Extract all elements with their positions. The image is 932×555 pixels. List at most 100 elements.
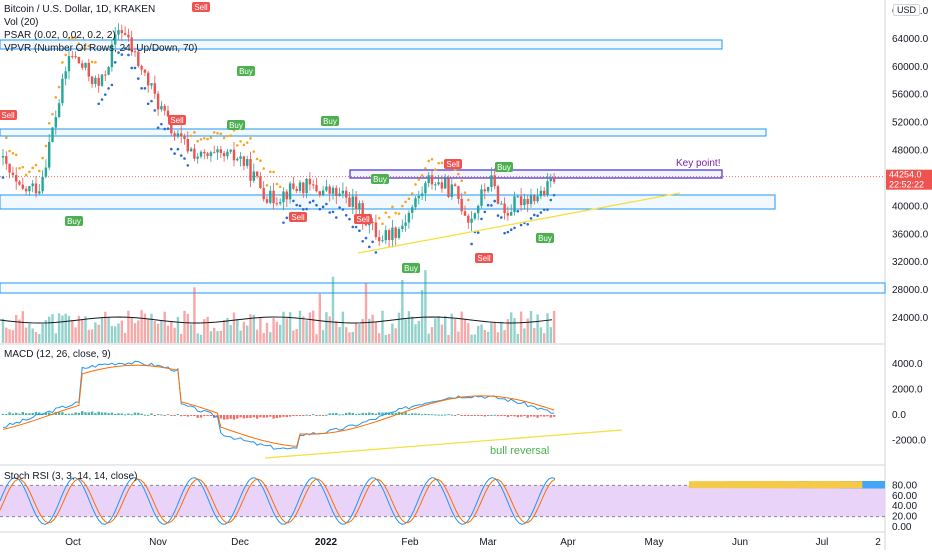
psar-dot <box>391 205 394 209</box>
volume-bar <box>87 329 90 343</box>
candle-body <box>252 171 255 181</box>
psar-dot <box>51 112 54 116</box>
volume-bar <box>302 316 305 343</box>
volume-bar <box>123 333 127 343</box>
volume-bar <box>54 333 57 343</box>
candle-body <box>77 57 81 64</box>
psar-dot <box>463 191 467 194</box>
psar-dot <box>193 131 196 134</box>
psar-dot <box>47 121 51 125</box>
volume-bar <box>414 324 417 343</box>
candle-body <box>15 175 18 182</box>
candle-body <box>391 227 394 240</box>
candle-body <box>282 191 285 203</box>
candle-body <box>394 227 397 238</box>
macd-histogram-bar <box>374 413 378 415</box>
psar-dot <box>394 211 398 215</box>
psar-dot <box>156 126 160 130</box>
candle-body <box>480 189 483 206</box>
volume-bar <box>97 324 100 343</box>
candle-body <box>295 188 298 191</box>
psar-dot <box>338 206 341 209</box>
candle-body <box>213 152 216 154</box>
price-tick-label: 40000.0 <box>892 201 929 212</box>
macd-histogram-bar <box>417 413 420 415</box>
volume-bar <box>463 319 467 343</box>
candle-body <box>279 202 282 204</box>
volume-bar <box>252 314 255 343</box>
volume-bar <box>295 328 298 343</box>
macd-histogram-bar <box>170 415 173 416</box>
macd-histogram-bar <box>351 412 354 415</box>
macd-histogram-bar <box>486 415 490 416</box>
candle-body <box>18 181 21 185</box>
price-tick-label: 52000.0 <box>892 118 929 129</box>
candle-body <box>424 183 427 194</box>
macd-histogram-bar <box>279 415 282 418</box>
sell-signal <box>192 2 210 12</box>
psar-dot <box>236 144 239 147</box>
psar-dot <box>381 222 384 226</box>
macd-histogram-bar <box>543 415 546 417</box>
macd-histogram-bar <box>57 412 61 415</box>
psar-dot <box>483 210 487 214</box>
psar-legend: PSAR (0.02, 0.02, 0.2, 2) <box>4 30 116 41</box>
volume-bar <box>345 327 348 343</box>
volume-bar <box>41 323 44 343</box>
buy-signal <box>371 174 389 184</box>
psar-dot <box>262 167 266 170</box>
candle-body <box>140 66 143 70</box>
psar-dot <box>252 150 256 153</box>
macd-histogram-bar <box>424 413 427 415</box>
psar-dot <box>533 213 536 217</box>
buy-signal-label: Buy <box>497 163 511 172</box>
volume-bar <box>424 270 427 343</box>
macd-trendline <box>264 429 623 459</box>
macd-histogram-bar <box>226 415 229 420</box>
volume-bar <box>318 293 321 343</box>
volume-bar <box>539 327 543 343</box>
candle-body <box>374 222 378 238</box>
candle-body <box>156 93 160 110</box>
candle-body <box>315 185 318 192</box>
macd-histogram-bar <box>81 411 84 415</box>
candle-body <box>506 213 510 216</box>
psar-dot <box>397 212 401 215</box>
candle-body <box>127 34 130 38</box>
psar-dot <box>377 216 381 220</box>
candle-body <box>150 83 153 86</box>
candle-body <box>447 178 450 197</box>
volume-bar <box>325 312 328 343</box>
volume-bar <box>420 290 424 343</box>
psar-dot <box>348 217 351 221</box>
volume-bar <box>232 312 236 343</box>
volume-bar <box>368 318 371 343</box>
volume-bar <box>516 333 519 343</box>
volume-bar <box>186 313 189 343</box>
candle-body <box>90 76 94 84</box>
volume-bar <box>460 311 463 343</box>
volume-bar <box>143 313 147 343</box>
macd-histogram-bar <box>203 415 206 417</box>
macd-histogram-bar <box>28 413 31 415</box>
volume-bar <box>447 334 450 343</box>
psar-dot <box>120 53 124 56</box>
psar-dot <box>127 53 130 57</box>
candle-body <box>338 193 341 196</box>
candle-body <box>477 205 480 214</box>
vpvr-down-bar <box>688 481 798 489</box>
psar-dot <box>275 182 279 186</box>
candle-body <box>41 176 44 192</box>
stoch-tick-label: 80.00 <box>892 480 917 491</box>
volume-bar <box>437 316 440 343</box>
volume-bar <box>477 325 480 343</box>
macd-histogram-bar <box>166 414 170 416</box>
candle-body <box>34 183 38 194</box>
candle-body <box>450 184 453 197</box>
candle-body <box>153 83 156 94</box>
buy-signal-label: Buy <box>323 117 337 126</box>
currency-button[interactable]: USD <box>893 4 921 16</box>
volume-bar <box>166 325 170 343</box>
